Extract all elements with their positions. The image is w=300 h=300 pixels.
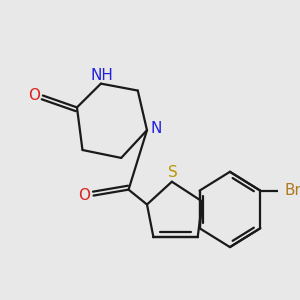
Text: O: O xyxy=(78,188,90,203)
Text: NH: NH xyxy=(90,68,113,83)
Text: N: N xyxy=(151,121,162,136)
Text: O: O xyxy=(28,88,40,103)
Text: S: S xyxy=(168,165,178,180)
Text: Br: Br xyxy=(284,183,300,198)
